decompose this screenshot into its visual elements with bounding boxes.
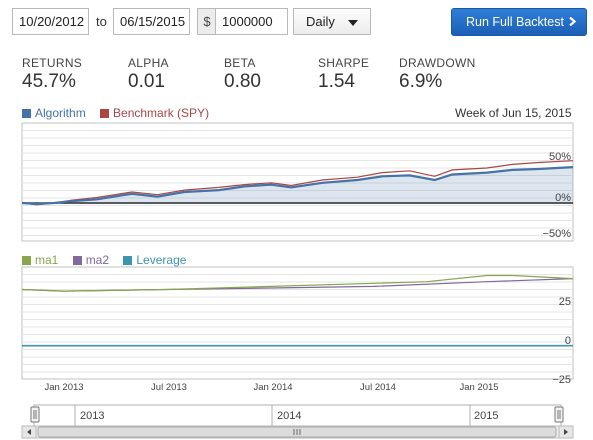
legend-swatch: [22, 109, 31, 118]
legend-item-benchmark[interactable]: Benchmark (SPY): [100, 106, 209, 120]
run-full-backtest-button[interactable]: Run Full Backtest: [451, 8, 587, 36]
navigator-year: 2013: [80, 410, 104, 422]
navigator-year: 2014: [277, 410, 301, 422]
stat-value: 0.01: [128, 71, 165, 92]
range-navigator[interactable]: 2013 2014 2015: [0, 400, 593, 440]
y-tick-label: 25: [559, 296, 571, 308]
stat-label: BETA: [224, 56, 256, 70]
x-tick-label: Jul 2014: [360, 382, 396, 393]
legend-item-ma2[interactable]: ma2: [72, 253, 110, 267]
caret-down-icon: [348, 20, 358, 26]
stat-value: 45.7%: [22, 71, 76, 92]
indicator-chart: 25 0 −25 Jan 2013 Jul 2013 Jan 2014 Jul …: [21, 266, 574, 393]
backtest-toolbar: 10/20/2012 to 06/15/2015 $ 1000000 Daily…: [0, 0, 593, 44]
navigator-year: 2015: [474, 410, 498, 422]
y-tick-label: 50%: [549, 151, 571, 163]
scrollbar-grip-icon: [293, 429, 301, 435]
lower-plot-frame: [21, 266, 574, 380]
right-range-handle[interactable]: [554, 406, 564, 423]
legend-label: Leverage: [136, 253, 187, 267]
legend-label: ma1: [35, 253, 59, 267]
main-chart-legend: Algorithm Benchmark (SPY): [22, 106, 220, 120]
main-plot-frame: [21, 122, 574, 242]
legend-swatch: [100, 109, 110, 118]
frequency-value: Daily: [306, 14, 335, 29]
legend-item-algorithm[interactable]: Algorithm: [22, 106, 86, 120]
capital-input[interactable]: 1000000: [215, 8, 288, 35]
legend-swatch: [72, 256, 82, 265]
benchmark-line: [21, 160, 574, 206]
currency-prefix: $: [197, 8, 216, 35]
algorithm-area: [22, 167, 573, 204]
x-tick-label: Jan 2013: [44, 382, 83, 393]
stat-value: 1.54: [318, 71, 355, 92]
lower-chart-legend: ma1 ma2 Leverage: [22, 253, 197, 267]
x-tick-label: Jul 2013: [151, 382, 187, 393]
stat-value: 6.9%: [399, 71, 443, 92]
chevron-right-icon: [569, 17, 577, 26]
stat-label: DRAWDOWN: [399, 56, 476, 70]
y-tick-label: 0%: [555, 192, 571, 204]
arrow-right-icon[interactable]: [558, 425, 574, 439]
stat-beta: BETA 0.80: [224, 56, 261, 93]
stat-returns: RETURNS 45.7%: [22, 56, 82, 93]
start-date-input[interactable]: 10/20/2012: [12, 8, 89, 35]
stat-label: SHARPE: [318, 56, 370, 70]
x-tick-label: Jan 2014: [253, 382, 292, 393]
week-label: Week of Jun 15, 2015: [455, 106, 572, 120]
to-label: to: [96, 14, 107, 29]
stat-drawdown: DRAWDOWN 6.9%: [399, 56, 476, 93]
frequency-select[interactable]: Daily: [293, 8, 371, 35]
algorithm-line: [21, 166, 574, 206]
stat-label: ALPHA: [128, 56, 169, 70]
legend-swatch: [22, 256, 31, 265]
ma1-line: [21, 274, 574, 292]
y-tick-label: −50%: [543, 228, 572, 240]
x-axis: Jan 2013 Jul 2013 Jan 2014 Jul 2014 Jan …: [44, 382, 498, 393]
left-range-handle[interactable]: [30, 406, 40, 423]
legend-item-ma1[interactable]: ma1: [22, 253, 58, 267]
legend-swatch: [123, 256, 133, 265]
stat-value: 0.80: [224, 71, 261, 92]
stat-alpha: ALPHA 0.01: [128, 56, 169, 93]
legend-label: Algorithm: [35, 106, 86, 120]
legend-label: ma2: [85, 253, 110, 267]
y-tick-label: −25: [552, 374, 571, 386]
stat-label: RETURNS: [22, 56, 83, 70]
legend-label: Benchmark (SPY): [113, 106, 210, 120]
run-button-label: Run Full Backtest: [466, 15, 564, 29]
returns-chart: 50% 0% −50%: [21, 122, 574, 242]
stat-sharpe: SHARPE 1.54: [318, 56, 369, 93]
end-date-input[interactable]: 06/15/2015: [113, 8, 190, 35]
y-tick-label: 0: [565, 335, 571, 347]
arrow-left-icon[interactable]: [21, 425, 37, 439]
x-tick-label: Jan 2015: [459, 382, 498, 393]
legend-item-leverage[interactable]: Leverage: [123, 253, 186, 267]
